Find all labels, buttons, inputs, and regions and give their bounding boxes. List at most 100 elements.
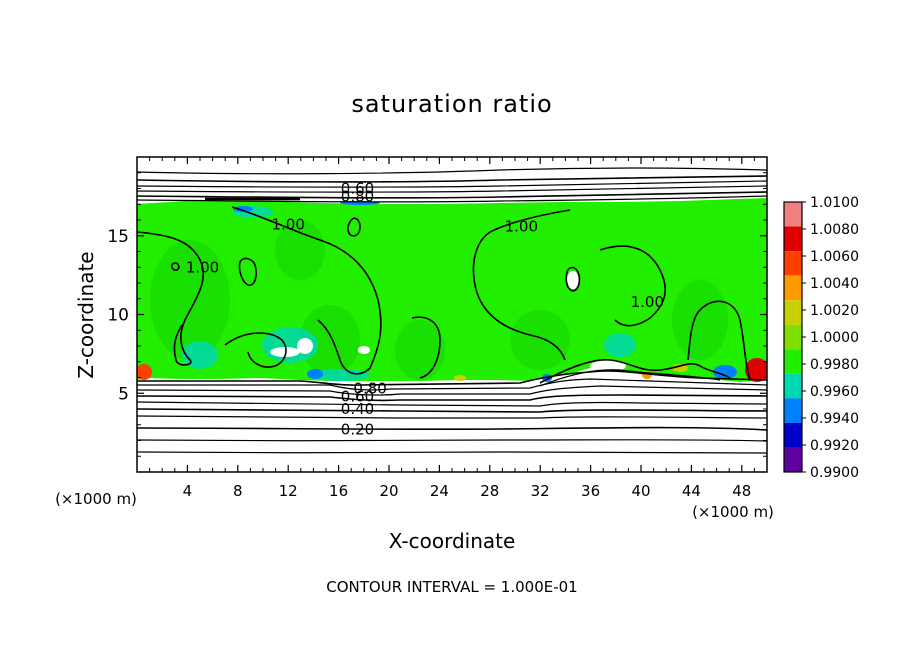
contour-label: 0.40: [341, 400, 374, 418]
contour-label: 0.80: [353, 380, 386, 398]
field-patch-low: [310, 369, 370, 381]
x-tick-label: 28: [480, 482, 499, 500]
contour-line-lower: [137, 408, 767, 413]
colorbar-label: 0.9920: [810, 438, 859, 454]
contour-line-1.00: [171, 262, 180, 271]
contour-line-lower: [539, 359, 731, 384]
colorbar-swatch: [784, 202, 802, 227]
field-hole: [590, 360, 626, 372]
contour-line-upper: [137, 175, 767, 183]
x-tick-label: 12: [279, 482, 298, 500]
contour-line-upper: [137, 195, 767, 203]
colorbar-swatch: [784, 349, 802, 374]
field-patch-blue: [713, 365, 737, 379]
colorbar-swatch: [784, 373, 802, 399]
colorbar-swatch: [784, 300, 802, 325]
colorbar: 1.0100 1.0080 1.0060 1.0040 1.0020 1.0000 0.99…: [783, 195, 859, 481]
contour-line-upper: [137, 185, 767, 193]
contour-line-lower: [137, 426, 767, 431]
contour-line-1.00: [472, 209, 571, 361]
y-axis-label: Z-coordinate: [74, 251, 98, 378]
field-patch-blue: [307, 369, 323, 379]
y-tick-label: 10: [107, 306, 129, 326]
x-tick-label: 40: [631, 482, 650, 500]
field-patch-yellow: [454, 375, 466, 381]
y-tick-label: 15: [107, 227, 129, 247]
colorbar-label: 0.9900: [810, 465, 859, 481]
contour-line-upper: [137, 180, 767, 188]
contour-line-lower: [137, 385, 767, 396]
contour-line-1.00: [238, 257, 257, 286]
contour-label: 1.00: [271, 216, 304, 234]
contour-line-lower: [137, 394, 767, 402]
plot-area: 0.600.801.001.001.001.000.800.600.400.20…: [107, 156, 768, 500]
colorbar-label: 0.9980: [810, 357, 859, 373]
x-tick-label: 48: [732, 482, 751, 500]
contour-label: 0.80: [341, 187, 374, 205]
contour-line-1.00: [687, 309, 701, 361]
x-tick-label: 4: [183, 482, 193, 500]
contour-line-1.00: [599, 245, 666, 327]
colorbar-swatch: [784, 275, 802, 301]
field-patch: [275, 220, 325, 280]
contour-line-lower: [137, 378, 767, 391]
colorbar-label: 1.0100: [810, 195, 859, 211]
contour-label: 1.00: [505, 217, 538, 235]
field-hole: [567, 271, 579, 289]
contour-line-lower: [137, 439, 767, 442]
colorbar-label: 0.9960: [810, 384, 859, 400]
contour-line-lower: [539, 369, 721, 387]
x-tick-label: 36: [581, 482, 600, 500]
contour-label: 1.00: [186, 258, 219, 276]
contour-line-upper: [137, 167, 767, 175]
field-patch-red: [745, 358, 767, 382]
y-axis-unit: (×1000 m): [55, 490, 137, 508]
contour-line-lower: [137, 451, 767, 454]
colorbar-swatch: [784, 447, 802, 472]
field-patch: [672, 280, 728, 360]
chart-title: saturation ratio: [351, 90, 552, 118]
field-patch: [395, 320, 445, 380]
contour-line-1.00: [565, 266, 581, 292]
colorbar-swatch: [784, 226, 802, 252]
contour-label: 1.00: [631, 293, 664, 311]
contour-interval-note: CONTOUR INTERVAL = 1.000E-01: [326, 578, 577, 596]
contour-label: 0.20: [341, 420, 374, 438]
x-tick-label: 24: [430, 482, 449, 500]
field-patch-yellow: [672, 364, 688, 372]
contour-line-1.00: [347, 217, 361, 237]
field-patch: [150, 240, 230, 360]
colorbar-label: 1.0020: [810, 303, 859, 319]
field-hole: [358, 346, 370, 354]
x-tick-label: 20: [379, 482, 398, 500]
colorbar-label: 1.0060: [810, 249, 859, 265]
saturation-field: [137, 198, 767, 382]
contour-label: 0.60: [341, 180, 374, 198]
colorbar-label: 1.0040: [810, 276, 859, 292]
field-hole: [297, 338, 313, 354]
contour-line-1.00: [411, 316, 441, 379]
contour-line-1.00: [231, 206, 382, 375]
field-patch: [300, 305, 360, 375]
x-axis-unit: (×1000 m): [692, 503, 774, 521]
contour-line-1.00: [224, 332, 287, 368]
contour-line-upper: [137, 191, 767, 199]
x-axis-label: X-coordinate: [389, 529, 516, 553]
colorbar-swatch: [784, 251, 802, 276]
field-hole: [270, 347, 300, 357]
field-patch-red: [137, 364, 152, 380]
contour-line-lower: [137, 370, 767, 386]
contour-line-lower: [137, 401, 767, 407]
colorbar-swatch: [784, 398, 802, 423]
x-tick-label: 8: [233, 482, 243, 500]
field-patch-blue: [233, 206, 253, 212]
contour-label: 0.60: [341, 387, 374, 405]
colorbar-label: 1.0000: [810, 330, 859, 346]
colorbar-label: 0.9940: [810, 411, 859, 427]
contour-line-1.00: [137, 231, 205, 366]
contour-line-lower: [137, 415, 767, 419]
x-tick-label: 44: [682, 482, 701, 500]
field-patch-low: [604, 333, 636, 357]
contour-line-1.00: [699, 300, 751, 381]
